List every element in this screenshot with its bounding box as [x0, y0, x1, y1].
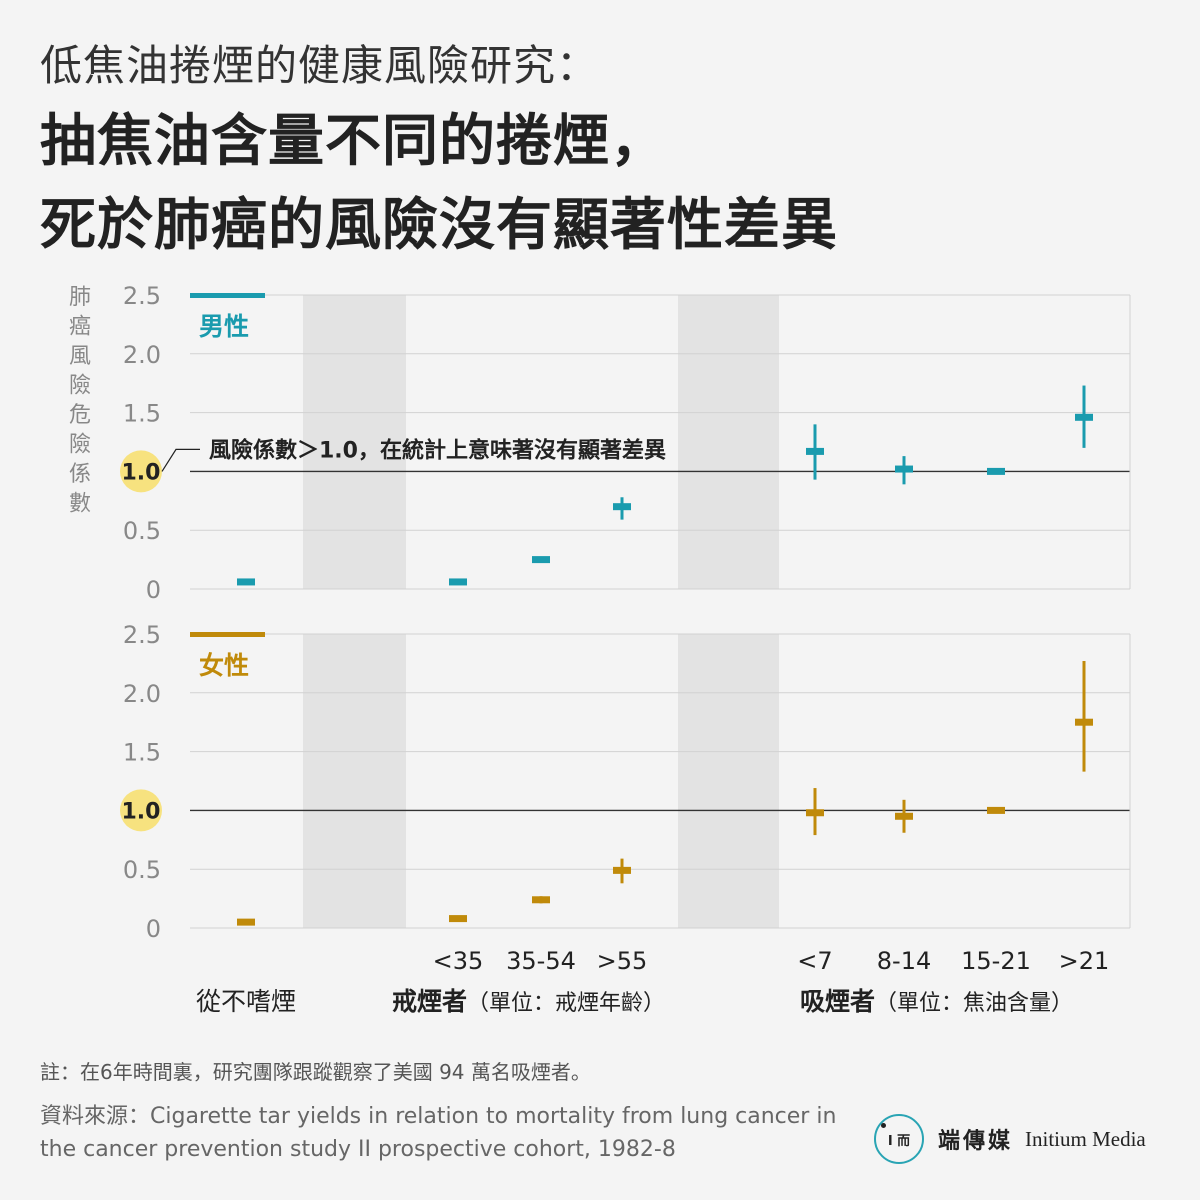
y-axis-label-char: 係	[69, 462, 91, 487]
point-estimate-mark	[237, 918, 255, 926]
y-axis-label-char: 風	[69, 344, 91, 369]
y-tick-label: 0.5	[123, 517, 161, 545]
x-tick-label: 從不嗜煙	[196, 987, 296, 1016]
y-tick-label: 2.5	[123, 621, 161, 649]
group-label-unit: （單位：戒煙年齡）	[467, 991, 665, 1016]
y-tick-label: 1.5	[123, 739, 161, 767]
y-tick-label: 1.0	[122, 460, 161, 485]
y-tick-label: 0.5	[123, 856, 161, 884]
x-tick-label: >21	[1059, 947, 1110, 975]
logo-english-name: Initium Media	[1025, 1126, 1146, 1151]
point-estimate-mark	[806, 447, 824, 455]
point-estimate-mark	[987, 467, 1005, 475]
footnote: 註：在6年時間裏，研究團隊跟蹤觀察了美國 94 萬名吸煙者。	[40, 1060, 591, 1084]
point-estimate-mark	[613, 866, 631, 874]
reference-highlight-circle	[120, 450, 162, 493]
panel-legend-bar	[190, 293, 265, 298]
group-divider-band	[303, 634, 406, 928]
x-tick-label: 8-14	[877, 947, 931, 975]
point-estimate-mark	[1075, 413, 1093, 421]
group-divider-band	[678, 295, 779, 589]
initium-logo: I 而 端傳媒 Initium Media	[874, 1114, 1146, 1164]
x-tick-label: >55	[597, 947, 648, 975]
group-label-unit: （單位：焦油含量）	[875, 991, 1073, 1016]
point-estimate-mark	[613, 503, 631, 511]
reference-highlight-circle	[120, 789, 162, 832]
point-estimate-mark	[237, 578, 255, 586]
y-tick-label: 0	[146, 915, 161, 943]
logo-mark-icon: I 而	[874, 1114, 924, 1164]
y-axis-label-char: 肺	[69, 285, 91, 310]
y-tick-label: 1.5	[123, 400, 161, 428]
y-axis-label-char: 危	[69, 403, 91, 428]
point-estimate-mark	[895, 465, 913, 473]
headline: 抽焦油含量不同的捲煙， 死於肺癌的風險沒有顯著性差異	[40, 100, 838, 268]
point-estimate-mark	[449, 915, 467, 923]
chart: 肺癌風險危險係數00.51.01.52.02.5男性風險係數＞1.0，在統計上意…	[69, 282, 1131, 1016]
x-tick-label: 15-21	[961, 947, 1031, 975]
headline-line-1: 抽焦油含量不同的捲煙，	[40, 109, 667, 174]
y-tick-label: 1.0	[122, 799, 161, 824]
point-estimate-mark	[532, 896, 550, 904]
y-tick-label: 0	[146, 576, 161, 604]
point-estimate-mark	[895, 812, 913, 820]
y-axis-label-char: 險	[69, 374, 91, 399]
y-axis-label-char: 癌	[69, 315, 91, 340]
group-divider-band	[303, 295, 406, 589]
point-estimate-mark	[449, 578, 467, 586]
group-label: 戒煙者（單位：戒煙年齡）	[392, 987, 665, 1016]
y-axis-label-char: 險	[69, 433, 91, 458]
point-estimate-mark	[806, 809, 824, 817]
x-tick-label: 35-54	[506, 947, 576, 975]
x-tick-label: <35	[433, 947, 484, 975]
point-estimate-mark	[1075, 718, 1093, 726]
group-label: 吸煙者（單位：焦油含量）	[800, 987, 1073, 1016]
headline-line-2: 死於肺癌的風險沒有顯著性差異	[40, 193, 838, 258]
logo-chinese-name: 端傳媒	[938, 1128, 1014, 1154]
annotation-leader-line	[161, 448, 200, 472]
x-tick-label: <7	[797, 947, 832, 975]
y-tick-label: 2.0	[123, 341, 161, 369]
group-label-name: 戒煙者	[392, 987, 467, 1016]
group-divider-band	[678, 634, 779, 928]
subtitle: 低焦油捲煙的健康風險研究：	[40, 41, 600, 90]
panel-name: 男性	[199, 312, 249, 341]
annotation-text: 風險係數＞1.0，在統計上意味著沒有顯著差異	[209, 437, 666, 463]
y-tick-label: 2.0	[123, 680, 161, 708]
group-label-name: 吸煙者	[800, 987, 875, 1016]
point-estimate-mark	[532, 556, 550, 564]
source-citation: 資料來源：Cigarette tar yields in relation to…	[40, 1104, 837, 1162]
y-axis-label-char: 數	[69, 492, 91, 517]
panel-legend-bar	[190, 632, 265, 637]
panel-name: 女性	[199, 651, 249, 680]
point-estimate-mark	[987, 806, 1005, 814]
y-tick-label: 2.5	[123, 282, 161, 310]
